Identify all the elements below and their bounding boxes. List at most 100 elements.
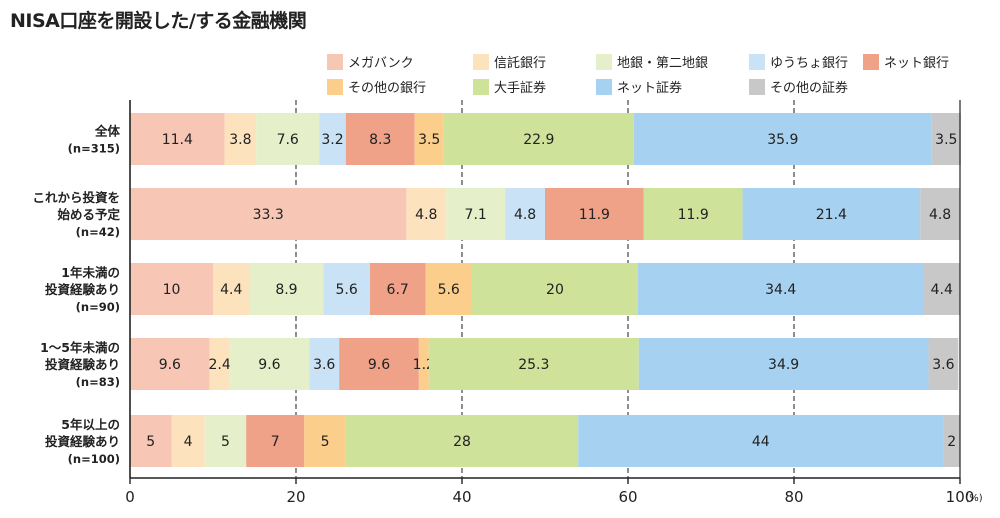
legend-label-4: ゆうちょ銀行	[770, 56, 848, 71]
category-label: これから投資を	[32, 190, 120, 205]
bar-segment	[309, 338, 340, 390]
legend-swatch-8	[596, 79, 612, 95]
bar-value-label: 22.9	[523, 132, 554, 148]
bar-value-label: 5.6	[335, 282, 357, 298]
bar-segment	[643, 188, 743, 240]
bar-segment	[414, 113, 444, 165]
chart-title: NISA口座を開設した/する金融機関	[10, 10, 307, 32]
bar-value-label: 4.8	[929, 207, 951, 223]
x-tick-label: 100	[946, 488, 975, 506]
bar-segment	[246, 415, 305, 467]
bar-segment	[304, 415, 346, 467]
bar-segment	[339, 338, 419, 390]
bar-value-label: 21.4	[816, 207, 847, 223]
bar-value-label: 7.6	[277, 132, 299, 148]
category-label: 始める予定	[57, 207, 120, 222]
bar-segment	[637, 263, 924, 315]
bar-value-label: 20	[546, 282, 564, 298]
legend-label-9: その他の証券	[770, 80, 848, 96]
bar-value-label: 35.9	[767, 132, 798, 148]
bar-value-label: 9.6	[258, 357, 280, 373]
bar-value-label: 11.4	[162, 132, 193, 148]
bar-segment	[171, 415, 205, 467]
legend-label-1: メガバンク	[348, 56, 414, 71]
bar-segment	[928, 338, 959, 390]
bar-segment	[923, 263, 960, 315]
bar-value-label: 3.2	[321, 132, 343, 148]
bar-segment	[204, 415, 247, 467]
bar-segment	[213, 263, 250, 315]
category-label: 全体	[94, 124, 121, 139]
x-axis-unit: (%)	[965, 493, 982, 504]
legend-label-8: ネット証券	[617, 80, 682, 96]
bar-segment	[943, 415, 960, 467]
bar-segment	[742, 188, 921, 240]
category-sample-size: (n=42)	[76, 225, 120, 239]
category-label: 投資経験あり	[45, 434, 120, 449]
bar-segment	[369, 263, 426, 315]
x-tick-label: 80	[784, 488, 803, 506]
bar-segment	[638, 338, 929, 390]
bar-segment	[229, 338, 310, 390]
category-sample-size: (n=90)	[76, 300, 120, 314]
bar-value-label: 5.6	[438, 282, 460, 298]
legend-swatch-4	[749, 54, 765, 70]
bar-value-label: 9.6	[368, 357, 390, 373]
bar-segment	[471, 263, 638, 315]
x-tick-label: 20	[286, 488, 305, 506]
bar-value-label: 7.1	[465, 207, 487, 223]
bar-segment	[256, 113, 320, 165]
legend-swatch-1	[327, 54, 343, 70]
category-sample-size: (n=83)	[76, 375, 120, 389]
bar-value-label: 28	[453, 434, 471, 450]
bar-segment	[545, 188, 644, 240]
legend-swatch-2	[473, 54, 489, 70]
legend-swatch-3	[596, 54, 612, 70]
bar-value-label: 3.5	[935, 132, 957, 148]
bar-value-label: 5	[221, 434, 230, 450]
bar-segment	[446, 188, 506, 240]
bar-segment	[931, 113, 961, 165]
bar-value-label: 34.4	[765, 282, 796, 298]
bar-segment	[130, 338, 210, 390]
bar-segment	[130, 113, 225, 165]
bar-segment	[425, 263, 472, 315]
bar-value-label: 5	[146, 434, 155, 450]
bar-segment	[406, 188, 447, 240]
bar-value-label: 44	[752, 434, 770, 450]
legend-swatch-5	[863, 54, 879, 70]
bar-value-label: 25.3	[518, 357, 549, 373]
bar-value-label: 3.8	[229, 132, 251, 148]
bar-value-label: 2.4	[209, 357, 231, 373]
bar-segment	[920, 188, 960, 240]
category-label: 1～5年未満の	[40, 340, 120, 355]
x-tick-label: 0	[125, 488, 135, 506]
bar-value-label: 10	[163, 282, 181, 298]
bar-value-label: 33.3	[253, 207, 284, 223]
bar-segment	[578, 415, 944, 467]
bar-segment	[130, 188, 407, 240]
bar-segment	[209, 338, 230, 390]
bar-value-label: 4.8	[514, 207, 536, 223]
bar-value-label: 5	[321, 434, 330, 450]
bar-segment	[345, 415, 579, 467]
bar-value-label: 8.9	[275, 282, 297, 298]
bar-segment	[224, 113, 257, 165]
bar-value-label: 3.6	[313, 357, 335, 373]
bar-value-label: 3.5	[418, 132, 440, 148]
bar-value-label: 6.7	[387, 282, 409, 298]
bar-segment	[130, 415, 172, 467]
category-label: 1年未満の	[61, 265, 120, 280]
category-label: 投資経験あり	[45, 357, 120, 372]
bar-value-label: 3.6	[932, 357, 954, 373]
category-sample-size: (n=315)	[68, 142, 120, 156]
legend-swatch-7	[473, 79, 489, 95]
bar-segment	[418, 338, 429, 390]
legend-swatch-9	[749, 79, 765, 95]
bar-segment	[633, 113, 932, 165]
bar-segment	[319, 113, 346, 165]
bar-value-label: 11.9	[678, 207, 709, 223]
bar-segment	[345, 113, 415, 165]
bar-segment	[428, 338, 639, 390]
legend-swatch-6	[327, 79, 343, 95]
